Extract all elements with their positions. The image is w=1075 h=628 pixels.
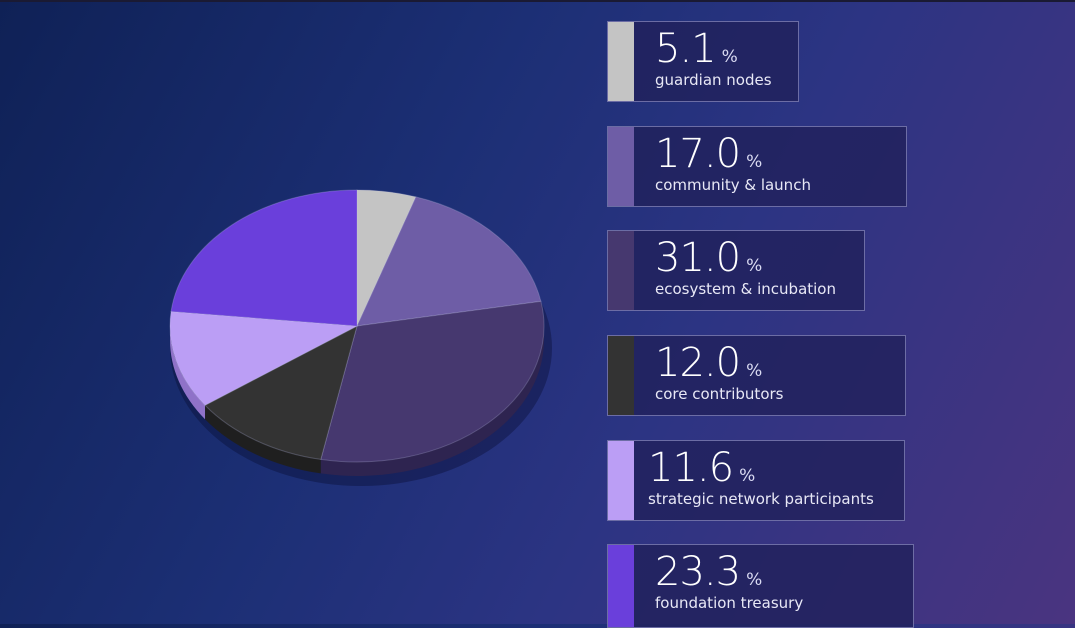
legend-value: 12.0 [655,340,741,386]
legend-unit: % [746,361,763,381]
legend-value: 11.6 [648,445,734,491]
legend-unit: % [739,466,756,486]
pie-chart [169,189,552,486]
legend-value: 17.0 [655,131,741,177]
legend-item-community-launch: 17.0% community & launch [607,126,907,207]
top-border [0,0,1075,2]
legend-unit: % [721,47,738,67]
pie-slice-core-contributors [204,325,358,460]
legend-swatch [608,22,634,101]
legend-label: foundation treasury [655,594,804,612]
legend-swatch [608,127,634,206]
pie-slice-community-launch [356,196,542,327]
legend-unit: % [746,152,763,172]
pie-slice-guardian-nodes [356,189,417,327]
legend-text: 5.1% guardian nodes [655,26,772,89]
legend-item-core-contributors: 12.0% core contributors [607,335,906,416]
legend-swatch [608,545,634,627]
legend-item-guardian-nodes: 5.1% guardian nodes [607,21,799,102]
pie-slice-foundation-treasury [170,189,358,327]
legend-value: 5.1 [655,26,717,72]
pie-slice-strategic-network-participants [169,310,359,406]
legend-swatch [608,231,634,310]
legend-label: community & launch [655,176,811,194]
legend-value: 31.0 [655,235,741,281]
legend-label: guardian nodes [655,71,772,89]
legend-label: strategic network participants [648,490,874,508]
legend-item-foundation-treasury: 23.3% foundation treasury [607,544,914,628]
legend-label: ecosystem & incubation [655,280,836,298]
legend-text: 17.0% community & launch [655,131,811,194]
legend-text: 23.3% foundation treasury [655,549,803,612]
pie-slice-ecosystem-incubation [320,300,545,463]
legend-swatch [608,441,634,520]
legend-item-strategic-network-participants: 11.6% strategic network participants [607,440,905,521]
legend-text: 31.0% ecosystem & incubation [655,235,836,298]
legend-text: 11.6% strategic network participants [648,445,874,508]
legend-unit: % [746,570,763,590]
legend-label: core contributors [655,385,784,403]
legend-value: 23.3 [655,549,741,595]
pie-slice-side-3 [205,405,321,474]
pie-slice-side-4 [170,326,206,420]
legend-item-ecosystem-incubation: 31.0% ecosystem & incubation [607,230,865,311]
legend-text: 12.0% core contributors [655,340,783,403]
legend-swatch [608,336,634,415]
legend-unit: % [746,256,763,276]
